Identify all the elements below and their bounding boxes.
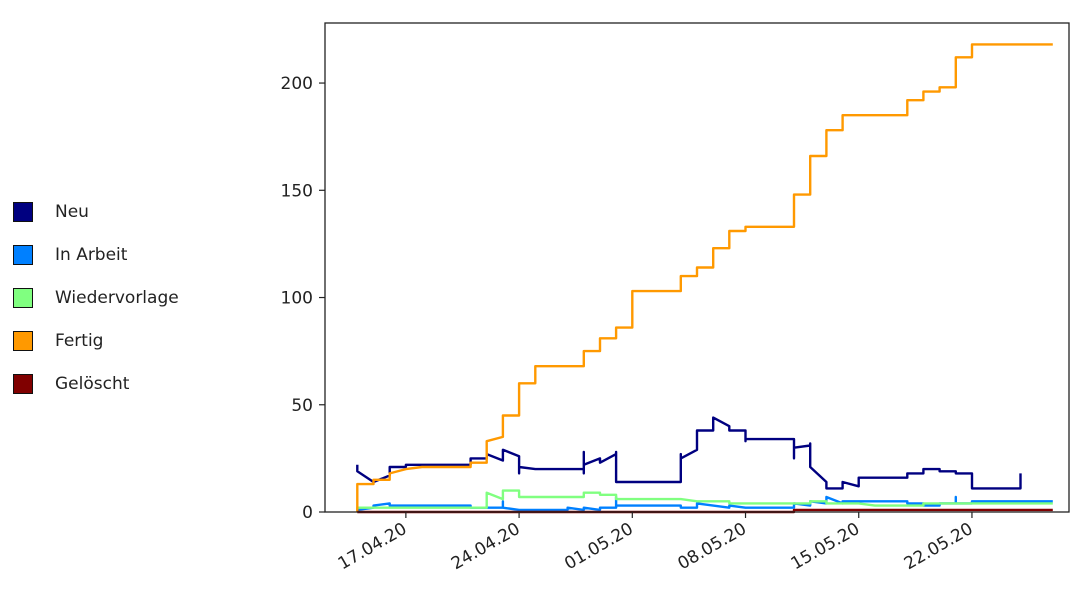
x-tick-label-0: 17.04.20 xyxy=(335,519,411,574)
legend-item-2: Wiedervorlage xyxy=(13,288,179,331)
series-layer xyxy=(356,43,1053,514)
legend-label-2: Wiedervorlage xyxy=(55,288,179,308)
y-tick-label-1: 50 xyxy=(291,396,313,416)
y-tick-label-4: 200 xyxy=(281,74,313,94)
x-tick-label-2: 01.05.20 xyxy=(561,519,637,574)
x-tick-label-3: 08.05.20 xyxy=(674,519,750,574)
x-tick-label-4: 15.05.20 xyxy=(788,519,864,574)
series-line-2 xyxy=(356,489,1053,512)
chart-legend: Neu In Arbeit Wiedervorlage Fertig Gelöscht xyxy=(13,202,179,417)
legend-swatch-4 xyxy=(13,374,33,394)
legend-item-1: In Arbeit xyxy=(13,245,179,288)
legend-item-0: Neu xyxy=(13,202,179,245)
legend-label-1: In Arbeit xyxy=(55,245,128,265)
series-line-3 xyxy=(356,43,1053,512)
legend-swatch-3 xyxy=(13,331,33,351)
legend-item-3: Fertig xyxy=(13,331,179,374)
legend-label-0: Neu xyxy=(55,202,89,222)
y-tick-label-0: 0 xyxy=(302,503,313,523)
x-tick-label-1: 24.04.20 xyxy=(448,519,524,574)
x-tick-label-5: 22.05.20 xyxy=(901,519,977,574)
series-line-0 xyxy=(356,416,1022,490)
legend-swatch-0 xyxy=(13,202,33,222)
legend-label-3: Fertig xyxy=(55,331,104,351)
y-tick-label-3: 150 xyxy=(281,181,313,201)
legend-swatch-1 xyxy=(13,245,33,265)
y-tick-label-2: 100 xyxy=(281,289,313,309)
legend-item-4: Gelöscht xyxy=(13,374,179,417)
legend-swatch-2 xyxy=(13,288,33,308)
plot-area-frame xyxy=(324,22,1070,513)
legend-label-4: Gelöscht xyxy=(55,374,130,394)
